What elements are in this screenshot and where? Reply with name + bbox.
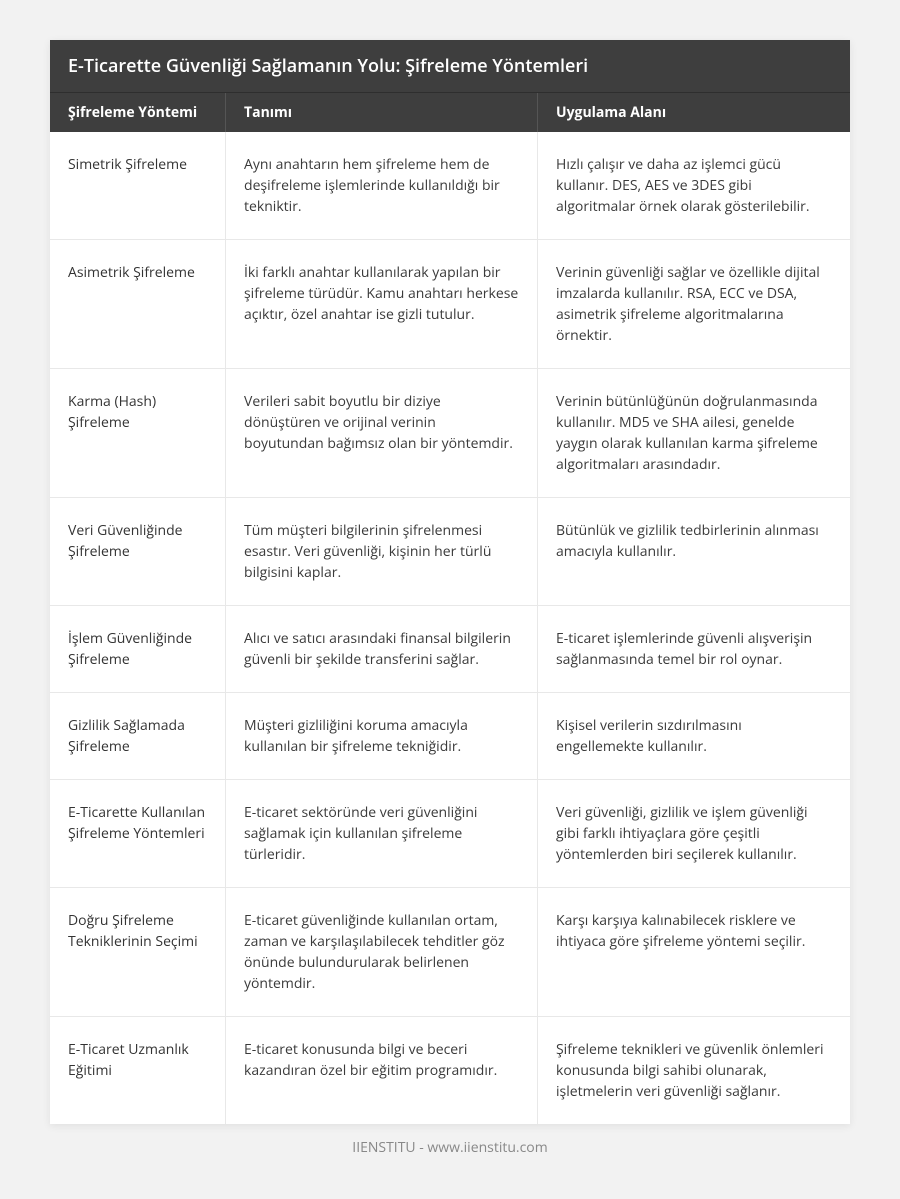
table-title: E-Ticarette Güvenliği Sağlamanın Yolu: Ş… [50, 40, 850, 93]
table-header-row: Şifreleme Yöntemi Tanımı Uygulama Alanı [50, 93, 850, 132]
cell-definition: E-ticaret konusunda bilgi ve beceri kaza… [226, 1017, 538, 1124]
cell-application: Veri güvenliği, gizlilik ve işlem güvenl… [538, 780, 850, 887]
cell-application: Karşı karşıya kalınabilecek risklere ve … [538, 888, 850, 1016]
cell-definition: İki farklı anahtar kullanılarak yapılan … [226, 240, 538, 368]
cell-definition: E-ticaret sektöründe veri güvenliğini sa… [226, 780, 538, 887]
cell-application: Verinin bütünlüğünün doğrulanmasında kul… [538, 369, 850, 497]
cell-definition: Alıcı ve satıcı arasındaki finansal bilg… [226, 606, 538, 692]
cell-method: E-Ticarette Kullanılan Şifreleme Yönteml… [50, 780, 226, 887]
table-row: İşlem Güvenliğinde Şifreleme Alıcı ve sa… [50, 606, 850, 693]
cell-method: Doğru Şifreleme Tekniklerinin Seçimi [50, 888, 226, 1016]
cell-definition: Müşteri gizliliğini koruma amacıyla kull… [226, 693, 538, 779]
cell-method: İşlem Güvenliğinde Şifreleme [50, 606, 226, 692]
table-row: Karma (Hash) Şifreleme Verileri sabit bo… [50, 369, 850, 498]
header-cell-definition: Tanımı [226, 93, 538, 132]
header-cell-method: Şifreleme Yöntemi [50, 93, 226, 132]
cell-application: Verinin güvenliği sağlar ve özellikle di… [538, 240, 850, 368]
encryption-table: E-Ticarette Güvenliği Sağlamanın Yolu: Ş… [50, 40, 850, 1124]
footer-credit: IIENSTITU - www.iienstitu.com [50, 1124, 850, 1159]
cell-definition: E-ticaret güvenliğinde kullanılan ortam,… [226, 888, 538, 1016]
cell-method: Veri Güvenliğinde Şifreleme [50, 498, 226, 605]
table-row: Veri Güvenliğinde Şifreleme Tüm müşteri … [50, 498, 850, 606]
cell-application: Şifreleme teknikleri ve güvenlik önlemle… [538, 1017, 850, 1124]
cell-definition: Verileri sabit boyutlu bir diziye dönüşt… [226, 369, 538, 497]
cell-application: E-ticaret işlemlerinde güvenli alışveriş… [538, 606, 850, 692]
cell-method: Karma (Hash) Şifreleme [50, 369, 226, 497]
table-row: E-Ticaret Uzmanlık Eğitimi E-ticaret kon… [50, 1017, 850, 1124]
cell-method: Asimetrik Şifreleme [50, 240, 226, 368]
table-row: Asimetrik Şifreleme İki farklı anahtar k… [50, 240, 850, 369]
table-row: Simetrik Şifreleme Aynı anahtarın hem şi… [50, 132, 850, 240]
cell-definition: Tüm müşteri bilgilerinin şifrelenmesi es… [226, 498, 538, 605]
table-row: Gizlilik Sağlamada Şifreleme Müşteri giz… [50, 693, 850, 780]
cell-method: E-Ticaret Uzmanlık Eğitimi [50, 1017, 226, 1124]
cell-application: Bütünlük ve gizlilik tedbirlerinin alınm… [538, 498, 850, 605]
table-row: E-Ticarette Kullanılan Şifreleme Yönteml… [50, 780, 850, 888]
header-cell-application: Uygulama Alanı [538, 93, 850, 132]
cell-application: Hızlı çalışır ve daha az işlemci gücü ku… [538, 132, 850, 239]
cell-application: Kişisel verilerin sızdırılmasını engelle… [538, 693, 850, 779]
cell-method: Gizlilik Sağlamada Şifreleme [50, 693, 226, 779]
cell-definition: Aynı anahtarın hem şifreleme hem de deşi… [226, 132, 538, 239]
cell-method: Simetrik Şifreleme [50, 132, 226, 239]
table-row: Doğru Şifreleme Tekniklerinin Seçimi E-t… [50, 888, 850, 1017]
